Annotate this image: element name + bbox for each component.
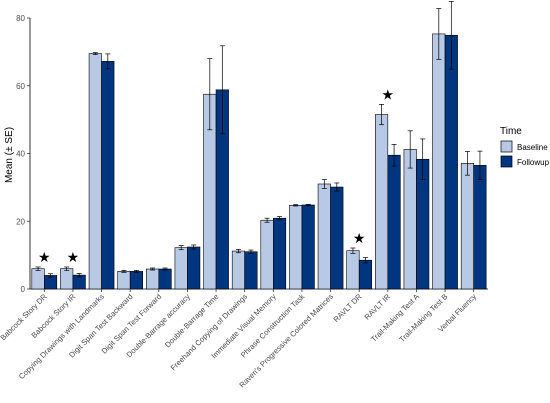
legend-swatch-baseline: [500, 140, 513, 153]
bars-layer: [31, 33, 487, 290]
bar-followup-ravlt-dr: [358, 259, 372, 290]
bar-baseline-digit-span-test-forward: [146, 268, 160, 290]
y-tick-label: 60: [16, 82, 25, 91]
legend-label-baseline: Baseline: [517, 143, 548, 152]
x-tick-label-double-barrage-time: Double-Barrage Time: [163, 292, 220, 349]
error-bars-layer: [35, 1, 483, 278]
bar-baseline-phrase-construction-task: [289, 205, 303, 290]
error-bar-followup-babcock-story-dr: [48, 273, 54, 278]
error-bar-baseline-babcock-story-ir: [64, 266, 70, 271]
error-bar-followup-copying-drawings-with-landmarks: [105, 53, 111, 70]
bar-followup-digit-span-test-forward: [158, 268, 172, 290]
significance-marker-babcock-story-ir: ★: [67, 250, 80, 266]
x-tick-label-trail-making-test-a: Trail-Making Test A: [369, 291, 421, 343]
error-bar-baseline-babcock-story-dr: [35, 266, 41, 271]
bar-baseline-raven-s-progressive-colored-matrices: [317, 183, 331, 290]
error-bar-baseline-digit-span-test-backward: [121, 270, 127, 273]
error-bar-followup-verbal-fluency: [477, 150, 483, 180]
bar-baseline-copying-drawings-with-landmarks: [88, 53, 102, 290]
bar-followup-freehand-copying-of-drawings: [244, 251, 258, 290]
significance-marker-ravlt-ir: ★: [382, 87, 395, 103]
y-tick-label: 0: [21, 285, 26, 294]
significance-layer: ★ ★ ★ ★: [38, 87, 394, 266]
bar-baseline-double-barrage-accuracy: [174, 247, 188, 290]
error-bar-followup-digit-span-test-forward: [162, 267, 168, 271]
bar-followup-double-barrage-accuracy: [187, 246, 201, 290]
y-tick-label: 80: [16, 14, 25, 23]
error-bar-followup-trail-making-test-a: [420, 138, 426, 180]
legend-swatch-followup: [500, 155, 513, 168]
bar-baseline-trail-making-test-a: [403, 149, 417, 290]
significance-marker-babcock-story-dr: ★: [38, 250, 51, 266]
bar-followup-verbal-fluency: [473, 165, 487, 290]
bar-baseline-babcock-story-ir: [60, 268, 74, 290]
bar-followup-babcock-story-ir: [72, 274, 86, 290]
x-tick-label-babcock-story-dr: Babcock Story DR: [0, 292, 49, 343]
y-tick-label: 20: [16, 217, 25, 226]
error-bar-followup-freehand-copying-of-drawings: [248, 249, 254, 254]
y-tick-label: 40: [16, 150, 25, 159]
bar-baseline-babcock-story-dr: [31, 268, 45, 290]
bar-baseline-immediate-visual-memory: [260, 219, 274, 290]
bar-baseline-digit-span-test-backward: [117, 271, 131, 290]
bar-followup-ravlt-ir: [387, 154, 401, 290]
error-bar-followup-raven-s-progressive-colored-matrices: [334, 182, 340, 192]
error-bar-followup-phrase-construction-task: [305, 203, 311, 207]
x-tick-label-trail-making-test-b: Trail-Making Test B: [397, 292, 449, 344]
error-bar-followup-babcock-story-ir: [76, 273, 82, 278]
error-bar-baseline-verbal-fluency: [464, 151, 470, 176]
bar-followup-digit-span-test-backward: [129, 271, 143, 290]
bar-baseline-ravlt-dr: [346, 250, 360, 290]
y-axis-title: Mean (± SE): [4, 127, 15, 183]
error-bar-baseline-ravlt-dr: [350, 247, 356, 254]
legend-title: Time: [500, 126, 522, 137]
bar-baseline-ravlt-ir: [375, 114, 389, 290]
error-bar-followup-digit-span-test-backward: [133, 270, 139, 273]
error-bar-followup-ravlt-dr: [362, 257, 368, 264]
error-bar-baseline-phrase-construction-task: [293, 204, 299, 207]
bar-baseline-verbal-fluency: [460, 163, 474, 290]
error-bar-baseline-immediate-visual-memory: [264, 217, 270, 223]
legend: Time Baseline Followup: [500, 126, 550, 168]
error-bar-followup-double-barrage-time: [219, 45, 225, 135]
error-bar-baseline-copying-drawings-with-landmarks: [92, 52, 98, 55]
error-bar-baseline-trail-making-test-b: [436, 8, 442, 60]
bar-followup-trail-making-test-b: [444, 34, 458, 290]
error-bar-baseline-double-barrage-accuracy: [178, 245, 184, 251]
error-bar-followup-immediate-visual-memory: [277, 216, 283, 221]
significance-marker-ravlt-dr: ★: [353, 231, 366, 247]
error-bar-followup-trail-making-test-b: [448, 1, 454, 70]
bar-followup-phrase-construction-task: [301, 204, 315, 290]
x-tick-label-ravlt-dr: RAVLT DR: [332, 292, 364, 324]
bar-followup-copying-drawings-with-landmarks: [101, 61, 115, 290]
bar-baseline-freehand-copying-of-drawings: [231, 250, 245, 290]
error-bar-baseline-trail-making-test-a: [407, 130, 413, 169]
error-bar-baseline-raven-s-progressive-colored-matrices: [321, 179, 327, 189]
error-bar-baseline-digit-span-test-forward: [150, 267, 156, 271]
error-bar-baseline-freehand-copying-of-drawings: [235, 249, 241, 254]
bar-baseline-trail-making-test-b: [432, 33, 446, 290]
error-bar-baseline-double-barrage-time: [207, 58, 213, 131]
bar-followup-raven-s-progressive-colored-matrices: [330, 186, 344, 290]
error-bar-followup-double-barrage-accuracy: [191, 244, 197, 250]
error-bar-followup-ravlt-ir: [391, 144, 397, 167]
error-bar-baseline-ravlt-ir: [379, 104, 385, 126]
legend-label-followup: Followup: [517, 158, 550, 167]
bar-followup-immediate-visual-memory: [273, 217, 287, 290]
